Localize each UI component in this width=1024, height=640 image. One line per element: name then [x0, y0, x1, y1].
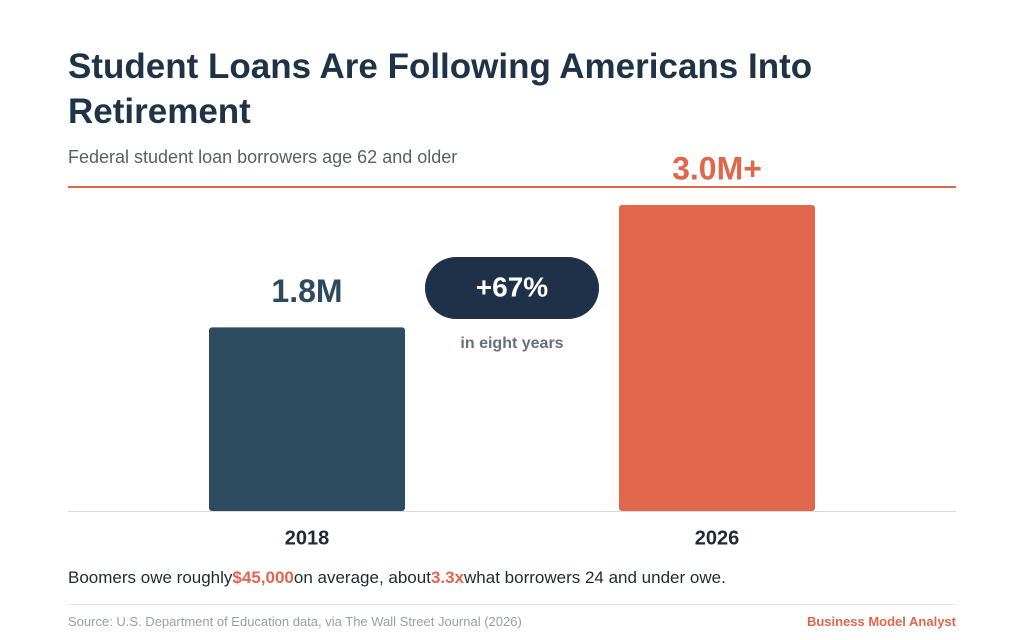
bar — [619, 205, 815, 511]
note-text: Boomers owe roughly — [68, 568, 233, 587]
separator — [68, 604, 956, 605]
note-text: on average, about — [293, 568, 431, 587]
period-label: in eight years — [460, 335, 563, 352]
x-tick-label: 2026 — [695, 527, 740, 549]
value-label: 3.0M+ — [672, 150, 762, 186]
footnote: Boomers owe roughly$45,000on average, ab… — [68, 568, 726, 588]
chart-subtitle: Federal student loan borrowers age 62 an… — [68, 147, 458, 167]
brand: Business Model Analyst — [806, 614, 956, 629]
chart-title: Student Loans Are Following Americans In… — [68, 47, 813, 131]
note-highlight: $45,000 — [232, 568, 294, 587]
bar — [209, 327, 405, 511]
change-pill — [425, 257, 599, 319]
source: Source: U.S. Department of Education dat… — [68, 614, 522, 629]
change-label: +67% — [476, 271, 548, 302]
value-label: 1.8M — [271, 273, 342, 309]
x-tick-label: 2018 — [285, 527, 330, 549]
note-text: what borrowers 24 and under owe. — [464, 568, 726, 587]
note-highlight: 3.3x — [430, 568, 465, 587]
